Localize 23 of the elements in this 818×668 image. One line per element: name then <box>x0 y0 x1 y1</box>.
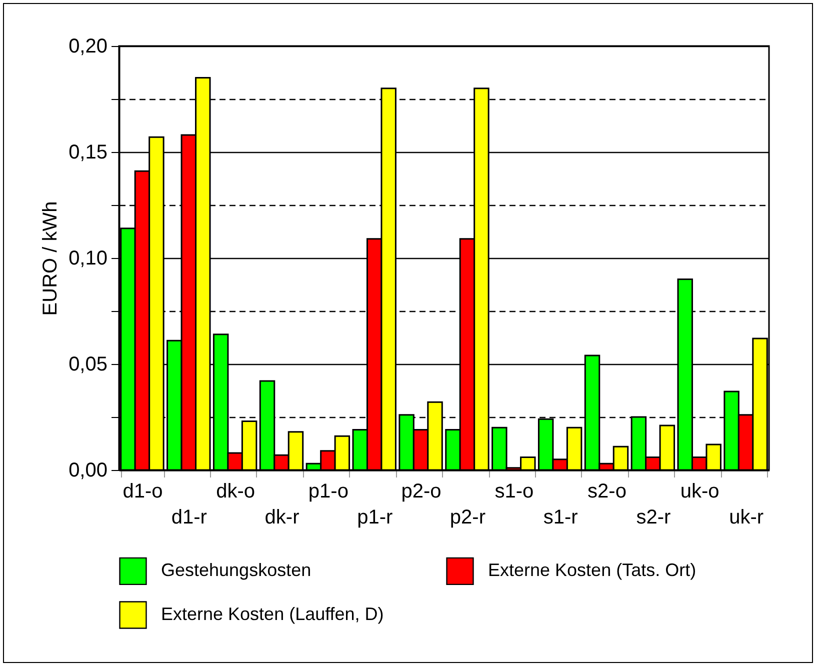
x-tick-label: dk-r <box>264 506 300 528</box>
x-tick-label: s1-r <box>543 506 578 528</box>
y-tick-label: 0,20 <box>68 36 108 58</box>
y-axis-title: EURO / kWh <box>40 201 62 316</box>
x-tick-label: uk-o <box>680 480 720 502</box>
x-tick-label: p2-r <box>450 506 486 528</box>
x-tick-label: p1-r <box>357 506 393 528</box>
x-tick-label: s1-o <box>494 480 534 502</box>
y-tick-label: 0,05 <box>68 354 108 376</box>
x-tick-label: uk-r <box>729 506 764 528</box>
y-tick-label: 0,15 <box>68 142 108 164</box>
x-tick-label: d1-r <box>171 506 208 528</box>
x-tick-label: s2-r <box>636 506 671 528</box>
x-tick-label: p2-o <box>401 480 442 502</box>
legend-label: Externe Kosten (Tats. Ort) <box>488 560 696 580</box>
text: 0,00 <box>68 460 108 482</box>
x-tick-label: s2-o <box>588 480 626 502</box>
x-tick-label: p1-o <box>308 480 348 502</box>
legend-label: Externe Kosten (Lauffen, D) <box>161 604 384 624</box>
x-tick-label: dk-o <box>216 480 256 502</box>
y-tick-label: 0,10 <box>68 248 108 270</box>
legend-label: Gestehungskosten <box>161 560 312 580</box>
x-tick-label: d1-o <box>122 480 163 502</box>
